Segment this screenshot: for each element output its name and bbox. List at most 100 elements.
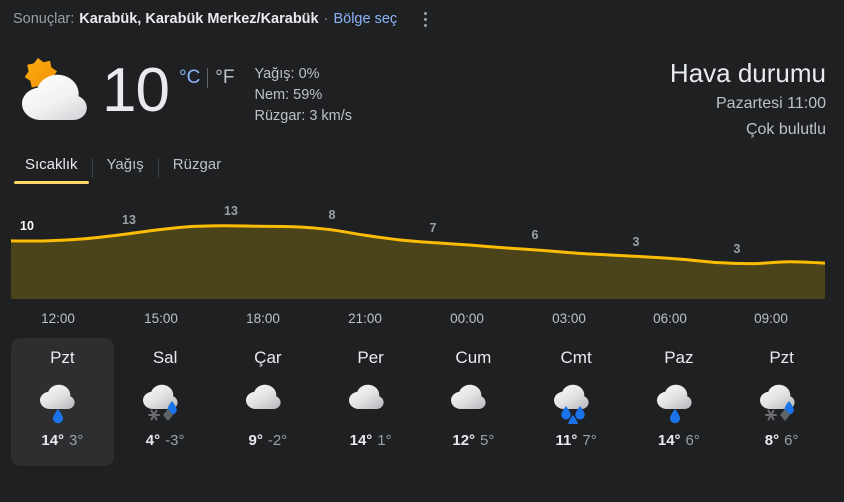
day-low-temp: -3° [165,432,185,449]
tab-sicaklik[interactable]: Sıcaklık [11,152,92,184]
day-card-paz-6[interactable]: Paz 14° 6° [628,338,731,466]
cloud-icon [446,376,500,424]
day-low-temp: 1° [377,432,392,449]
current-details: Yağış: 0% Nem: 59% Rüzgar: 3 km/s [255,64,353,127]
cloud-heavy-rain-icon [549,376,603,429]
cloud-icon [344,376,398,424]
chart-point-label: 10 [20,218,34,233]
day-temperatures: 12° 5° [452,432,494,449]
day-card-per-3[interactable]: Per 14° 1° [319,338,422,466]
cloud-rain-snow-icon [755,376,809,424]
day-temperatures: 4° -3° [146,432,185,449]
day-card-sal-1[interactable]: Sal 4° -3° [114,338,217,466]
day-low-temp: 6° [685,432,700,449]
chart-point-label: 3 [632,234,640,249]
day-temperatures: 9° -2° [249,432,288,449]
chart-line [11,226,825,264]
chart-point-label: 13 [122,213,136,228]
chart-point-label: 8 [328,207,336,222]
day-temperatures: 14° 6° [658,432,700,449]
day-temperatures: 8° 6° [765,432,799,449]
day-low-temp: -2° [267,432,288,449]
day-high-temp: 14° [349,432,373,449]
day-low-temp: 7° [582,432,597,449]
day-card-cmt-5[interactable]: Cmt 11° 7° [525,338,628,466]
cloud-rain-snow-icon [138,376,192,424]
daily-forecast: Pzt 14° 3° Sal 4° -3° Çar 9° -2° Per 14° 1° Cum 12° 5°… [0,338,844,466]
day-high-temp: 12° [452,432,476,449]
region-select-link[interactable]: Bölge seç [333,11,398,27]
day-low-temp: 6° [784,432,799,449]
day-card-pzt-7[interactable]: Pzt 8° 6° [730,338,833,466]
separator-dot: · [323,11,329,27]
unit-toggle[interactable]: °C °F [179,66,235,90]
chart-point-label: 13 [224,204,238,218]
chart-point-label: 3 [733,241,741,256]
day-high-temp: 4° [145,432,161,449]
day-temperatures: 14° 1° [350,432,392,449]
chart-area-fill [11,225,825,299]
day-high-temp: 11° [555,432,578,449]
kebab-dot [423,17,427,21]
page-title: Hava durumu [669,58,826,88]
kebab-dot [423,23,427,27]
tab-divider [157,158,159,178]
time-tick-label: 00:00 [450,311,484,326]
current-temperature: 10 [102,56,170,125]
chart-time-axis: 12:00 15:00 18:00 21:00 00:00 03:00 06:00 09:00 [0,306,844,334]
kebab-dot [423,11,427,15]
time-tick-label: 21:00 [348,311,382,326]
day-temperatures: 14° 3° [41,432,83,449]
tab-divider [91,158,93,178]
day-card-pzt-0[interactable]: Pzt 14° 3° [11,338,114,466]
chart-tabs: Sıcaklık Yağış Rüzgar [0,152,844,194]
day-name: Pzt [769,348,794,367]
time-tick-label: 15:00 [144,311,178,326]
wind-value: Rüzgar: 3 km/s [254,108,353,124]
day-name: Cum [455,348,492,367]
tab-label: Yağış [106,156,144,173]
weather-summary: Hava durumu Pazartesi 11:00 Çok bulutlu [670,58,826,141]
unit-divider [207,68,209,88]
day-name: Paz [664,348,694,367]
day-name: Per [357,348,384,367]
day-low-temp: 3° [69,432,84,449]
day-temperatures: 11° 7° [556,432,597,449]
time-tick-label: 09:00 [754,311,788,326]
day-high-temp: 14° [41,432,65,449]
day-name: Pzt [50,348,75,367]
tab-yagis[interactable]: Yağış [93,152,158,184]
day-card-çar-2[interactable]: Çar 9° -2° [217,338,320,466]
partly-cloudy-icon [14,52,92,130]
current-datetime: Pazartesi 11:00 [716,95,826,112]
precipitation-value: Yağış: 0% [254,66,320,82]
day-high-temp: 9° [248,432,263,449]
results-bar: Sonuçlar: Karabük, Karabük Merkez/Karabü… [0,0,844,38]
tab-ruzgar[interactable]: Rüzgar [159,152,235,184]
temperature-chart-svg [11,204,825,299]
chart-point-label: 6 [531,228,539,243]
results-label: Sonuçlar: [13,11,75,27]
unit-celsius-button[interactable]: °C [178,67,201,88]
tab-label: Rüzgar [172,156,222,173]
kebab-menu-icon[interactable] [416,8,434,30]
tab-label: Sıcaklık [25,156,78,173]
chart-point-label: 7 [429,220,437,235]
cloud-icon [241,376,295,424]
day-name: Sal [152,348,178,367]
cloud-rain-icon [652,376,706,424]
day-card-cum-4[interactable]: Cum 12° 5° [422,338,525,466]
time-tick-label: 03:00 [552,311,586,326]
time-tick-label: 18:00 [246,311,280,326]
day-high-temp: 8° [764,432,780,449]
current-conditions: 10 °C °F Yağış: 0% Nem: 59% Rüzgar: 3 km… [0,38,844,146]
location-name: Karabük, Karabük Merkez/Karabük [79,11,319,27]
humidity-value: Nem: 59% [254,87,323,103]
temperature-chart[interactable]: 10 13 13 8 7 6 3 3 [0,204,844,304]
cloud-rain-icon [35,376,89,424]
current-condition: Çok bulutlu [745,121,826,138]
day-name: Cmt [560,348,592,367]
day-high-temp: 14° [657,432,681,449]
time-tick-label: 06:00 [653,311,687,326]
unit-fahrenheit-button[interactable]: °F [215,67,235,88]
